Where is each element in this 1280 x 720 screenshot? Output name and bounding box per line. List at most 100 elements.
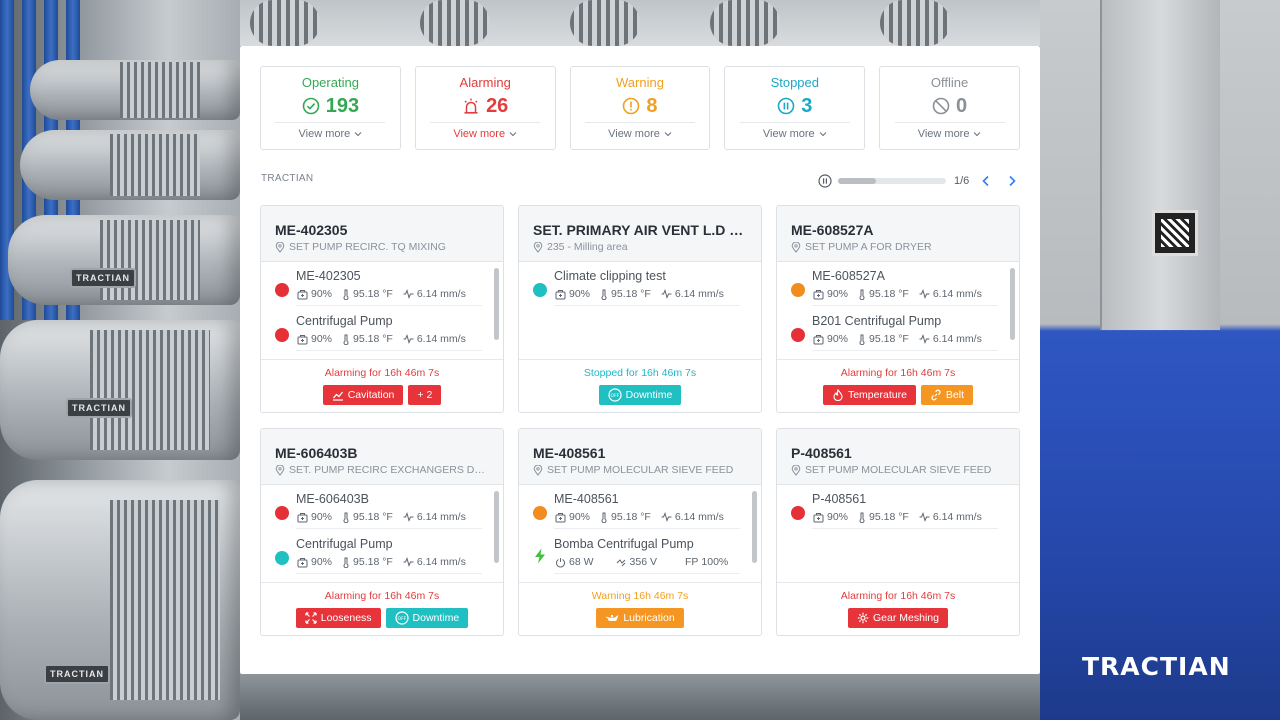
metric-load: 90%: [297, 556, 332, 568]
insight-tag[interactable]: Temperature: [822, 385, 916, 405]
card-location: SET PUMP MOLECULAR SIEVE FEED: [533, 464, 747, 476]
background-rollers-top: [240, 0, 1040, 46]
insight-tag[interactable]: Looseness: [295, 608, 381, 628]
summary-count-row: 8: [622, 94, 658, 118]
divider: [296, 305, 482, 306]
summary-card-warning[interactable]: Warning 8 View more: [569, 66, 711, 150]
metric-load: 90%: [555, 288, 590, 300]
oil-can-icon: [605, 612, 619, 624]
pause-button[interactable]: [818, 174, 832, 188]
summary-card-operating[interactable]: Operating 193 View more: [260, 66, 401, 150]
vibration-icon: [919, 289, 930, 299]
metric-power-factor: FP 100%: [684, 556, 729, 568]
background-floor: [240, 674, 1040, 720]
insight-tag[interactable]: Cavitation: [322, 385, 404, 405]
status-dot: [275, 506, 289, 520]
insight-tag[interactable]: OFF Downtime: [598, 385, 682, 405]
card-assets: P-408561 90% 95.18 °F 6.14 mm/s: [777, 485, 1019, 583]
card-footer: Alarming for 16h 46m 7s Cavitation + 2: [261, 359, 503, 412]
card-header: ME-606403B SET. PUMP RECIRC EXCHANGERS D…: [261, 429, 503, 485]
prev-page-button[interactable]: [977, 173, 995, 189]
card-title: ME-608527A: [791, 222, 874, 238]
card-title: ME-408561: [533, 445, 606, 461]
view-more-link[interactable]: View more: [918, 128, 982, 140]
asset-card[interactable]: ME-608527A SET PUMP A FOR DRYER ME-60852…: [776, 205, 1020, 413]
thermometer-icon: [601, 289, 607, 300]
tag-label: Temperature: [847, 389, 907, 401]
metric-load: 90%: [297, 333, 332, 345]
card-location: 235 - Milling area: [533, 241, 747, 253]
vibration-icon: [403, 557, 414, 567]
card-footer: Alarming for 16h 46m 7s Temperature Belt: [777, 359, 1019, 412]
summary-count: 0: [956, 94, 968, 117]
divider: [739, 122, 850, 123]
scrollbar[interactable]: [494, 268, 499, 340]
status-label: Alarming for: [840, 590, 898, 602]
asset-card[interactable]: ME-606403B SET. PUMP RECIRC EXCHANGERS D…: [260, 428, 504, 636]
insight-tag[interactable]: Lubrication: [596, 608, 684, 628]
chevron-down-icon: [664, 132, 672, 137]
status-line: Alarming for 16h 46m 7s: [261, 367, 503, 379]
view-more-label: View more: [608, 128, 660, 140]
metric-vibration: 6.14 mm/s: [661, 511, 724, 523]
asset-card[interactable]: P-408561 SET PUMP MOLECULAR SIEVE FEED P…: [776, 428, 1020, 636]
card-title: ME-606403B: [275, 445, 358, 461]
scrollbar[interactable]: [1010, 268, 1015, 340]
divider: [554, 305, 740, 306]
scrollbar[interactable]: [494, 491, 499, 563]
metric-temperature: 95.18 °F: [600, 511, 651, 523]
summary-card-stopped[interactable]: Stopped 3 View more: [724, 66, 866, 150]
card-title: P-408561: [791, 445, 852, 461]
view-more-link[interactable]: View more: [608, 128, 672, 140]
next-page-button[interactable]: [1003, 173, 1021, 189]
asset-metrics: 90% 95.18 °F 6.14 mm/s: [297, 511, 466, 523]
metric-temperature: 95.18 °F: [342, 511, 393, 523]
insight-tag[interactable]: Gear Meshing: [848, 608, 948, 628]
location-label: SET PUMP RECIRC. TQ MIXING: [289, 241, 446, 253]
view-more-label: View more: [298, 128, 351, 140]
asset-card[interactable]: SET. PRIMARY AIR VENT L.D B... 235 - Mil…: [518, 205, 762, 413]
thermometer-icon: [343, 334, 349, 345]
insight-tag[interactable]: Belt: [920, 385, 974, 405]
insight-tag[interactable]: + 2: [408, 385, 442, 405]
chart-line-icon: [332, 389, 344, 401]
divider: [812, 350, 998, 351]
card-header: SET. PRIMARY AIR VENT L.D B... 235 - Mil…: [519, 206, 761, 262]
asset-name: ME-402305: [296, 269, 361, 283]
status-dot: [791, 328, 805, 342]
asset-name: Bomba Centrifugal Pump: [554, 537, 694, 551]
chevron-down-icon: [354, 131, 362, 137]
view-more-label: View more: [917, 128, 970, 140]
chevron-down-icon: [973, 131, 981, 137]
load-icon: [297, 512, 308, 522]
status-dot: [791, 506, 805, 520]
metric-temperature: 95.18 °F: [858, 511, 909, 523]
vibration-icon: [919, 334, 930, 344]
location-label: SET PUMP MOLECULAR SIEVE FEED: [547, 464, 734, 476]
asset-card[interactable]: ME-408561 SET PUMP MOLECULAR SIEVE FEED …: [518, 428, 762, 636]
thermometer-icon: [859, 334, 865, 345]
status-label: Stopped for: [583, 367, 639, 379]
vibration-icon: [661, 289, 672, 299]
insight-tag[interactable]: OFF Downtime: [385, 608, 469, 628]
tag-label: Downtime: [412, 612, 460, 624]
status-dot: [533, 283, 547, 297]
summary-card-alarming[interactable]: Alarming 26 View more: [414, 66, 556, 150]
view-more-link[interactable]: View more: [763, 128, 827, 140]
asset-name: B201 Centrifugal Pump: [812, 314, 942, 328]
tag-label: Belt: [945, 389, 965, 401]
asset-metrics: 90% 95.18 °F 6.14 mm/s: [555, 511, 724, 523]
card-footer: Alarming for 16h 46m 7s Gear Meshing: [777, 582, 1019, 635]
summary-count-row: 26: [462, 94, 508, 118]
status-summary: Operating 193 View more Alarming 26 View…: [260, 66, 1020, 150]
asset-card[interactable]: ME-402305 SET PUMP RECIRC. TQ MIXING ME-…: [260, 205, 504, 413]
view-more-link[interactable]: View more: [299, 128, 363, 140]
asset-name: ME-408561: [554, 492, 619, 506]
load-icon: [813, 512, 824, 522]
asset-metrics: 90% 95.18 °F 6.14 mm/s: [297, 556, 466, 568]
summary-card-offline[interactable]: Offline 0 View more: [879, 66, 1020, 150]
section-label: TRACTIAN: [261, 173, 314, 184]
scrollbar[interactable]: [752, 491, 757, 563]
card-title: ME-402305: [275, 222, 348, 238]
view-more-link[interactable]: View more: [453, 128, 517, 140]
